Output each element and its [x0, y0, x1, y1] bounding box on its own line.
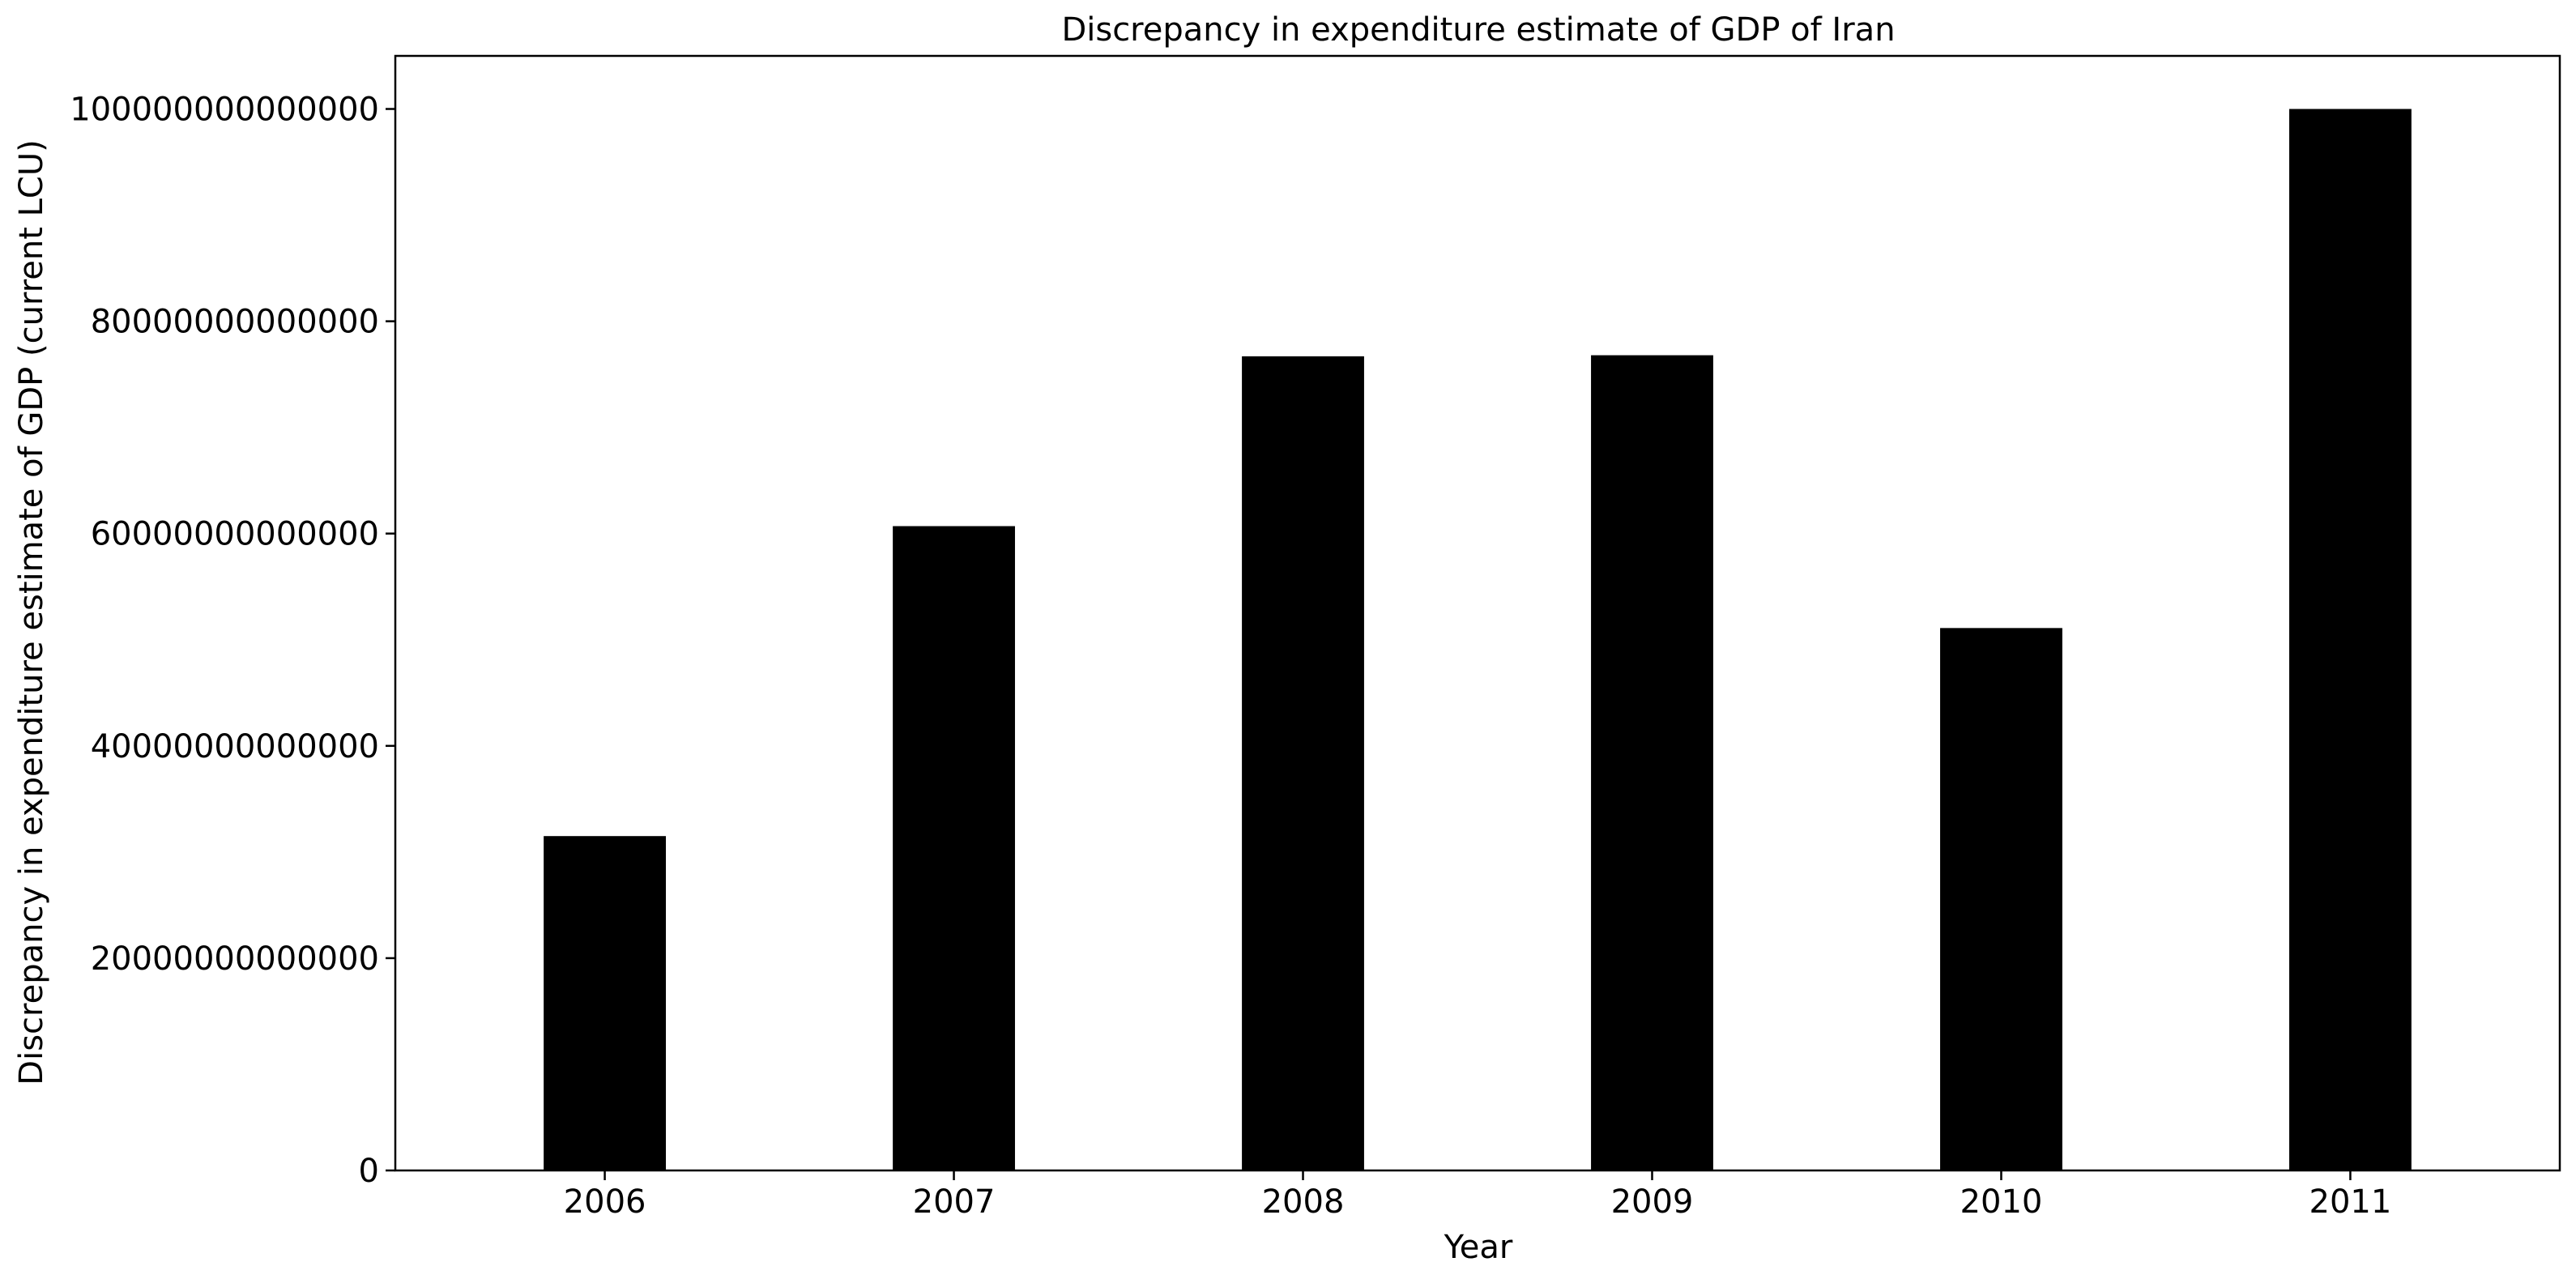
plot-frame — [394, 54, 2561, 1172]
y-tick-label: 100000000000000 — [70, 92, 379, 129]
y-ticks-group: 0 20000000000000 40000000000000 60000000000… — [70, 92, 395, 1190]
y-tick-label: 80000000000000 — [91, 304, 379, 341]
y-tick-label: 40000000000000 — [91, 728, 379, 765]
chart-title: Discrepancy in expenditure estimate of G… — [1061, 11, 1895, 49]
bar-2010 — [1940, 628, 2062, 1170]
bar-2008 — [1242, 356, 1364, 1171]
x-axis-label: Year — [1444, 1229, 1513, 1266]
bar-2006 — [544, 836, 666, 1170]
y-tick-label: 60000000000000 — [91, 516, 379, 553]
x-ticks-group: 2006 2007 2008 2009 2010 2011 — [564, 1170, 2392, 1221]
y-tick-label: 0 — [359, 1153, 379, 1190]
y-tick-label: 20000000000000 — [91, 940, 379, 978]
bar-2009 — [1591, 355, 1713, 1170]
bar-2011 — [2289, 109, 2412, 1170]
x-tick-label-2010: 2010 — [1960, 1183, 2043, 1221]
x-tick-label-2007: 2007 — [913, 1183, 996, 1221]
y-axis-label: Discrepancy in expenditure estimate of G… — [13, 139, 50, 1085]
x-tick-label-2009: 2009 — [1611, 1183, 1694, 1221]
x-tick-label-2006: 2006 — [564, 1183, 646, 1221]
bars-group — [544, 109, 2412, 1171]
bar-2007 — [893, 526, 1015, 1170]
x-tick-label-2011: 2011 — [2309, 1183, 2392, 1221]
x-tick-label-2008: 2008 — [1262, 1183, 1345, 1221]
